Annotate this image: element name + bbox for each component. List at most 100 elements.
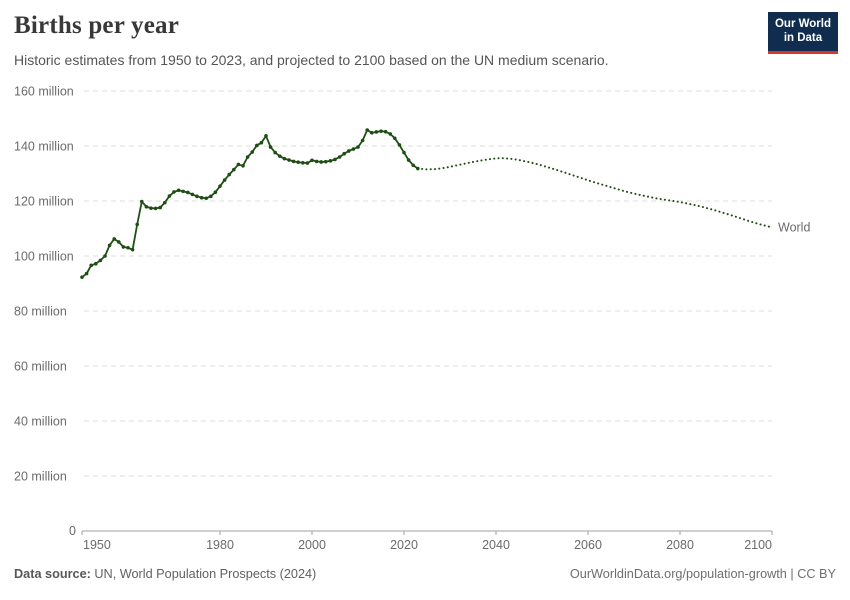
data-point <box>135 222 139 227</box>
data-point <box>305 161 310 165</box>
x-axis: 1950 1980 2000 2020 2040 2060 2080 2100 <box>81 530 773 552</box>
data-point <box>296 160 301 165</box>
data-point <box>103 254 107 258</box>
data-point <box>370 131 374 135</box>
x-tick-label: 2080 <box>666 538 694 552</box>
x-tick-label: 1980 <box>206 538 234 552</box>
data-point <box>278 154 282 158</box>
data-point <box>204 196 208 201</box>
data-point <box>241 164 245 168</box>
data-point <box>112 237 116 241</box>
data-point <box>186 190 190 195</box>
data-point <box>365 128 370 132</box>
data-point <box>342 151 347 156</box>
y-tick-label: 100 million <box>14 250 74 264</box>
data-point <box>140 199 144 204</box>
page-title: Births per year <box>14 12 180 39</box>
data-point <box>213 190 218 194</box>
data-point <box>163 200 167 205</box>
historic-path <box>81 129 419 278</box>
historic-line <box>80 128 420 279</box>
data-point <box>236 162 241 167</box>
footer-link[interactable]: OurWorldinData.org/population-growth | C… <box>569 567 836 581</box>
data-point <box>149 206 153 210</box>
data-point <box>190 192 195 197</box>
data-point <box>301 160 305 165</box>
data-point <box>218 184 222 188</box>
data-point <box>227 172 231 177</box>
data-point <box>89 263 93 268</box>
projection-path <box>416 157 773 229</box>
y-tick-label: 80 million <box>14 305 67 319</box>
data-point <box>181 189 185 194</box>
data-point <box>121 245 126 249</box>
series-label-world: World <box>778 220 810 234</box>
owid-logo-line2: in Data <box>783 32 823 45</box>
data-point <box>360 138 365 143</box>
data-point <box>232 167 236 172</box>
y-tick-label: 160 million <box>14 85 74 99</box>
data-point <box>130 247 135 252</box>
data-source-text: UN, World Population Prospects (2024) <box>90 567 317 581</box>
x-tick-label: 2060 <box>574 538 602 552</box>
data-point <box>254 143 259 148</box>
data-point <box>107 243 112 248</box>
data-point <box>351 147 356 151</box>
y-tick-label: 120 million <box>14 195 74 209</box>
data-point <box>199 195 204 200</box>
data-point <box>314 159 319 164</box>
data-point <box>324 159 328 164</box>
data-source-label: Data source: <box>14 567 91 581</box>
data-point <box>388 132 393 136</box>
data-source: Data source: UN, World Population Prospe… <box>14 567 316 581</box>
data-point <box>264 134 268 138</box>
data-point <box>167 194 172 198</box>
gridlines: 0 20 million 40 million 60 million 80 millio… <box>14 85 772 538</box>
data-point <box>268 145 273 149</box>
data-point <box>80 275 84 279</box>
data-point <box>416 166 420 171</box>
y-tick-label: 0 <box>69 524 76 538</box>
data-point <box>84 271 89 276</box>
data-point <box>397 143 402 147</box>
data-point <box>383 129 388 134</box>
data-point <box>406 158 411 162</box>
data-point <box>144 204 149 209</box>
data-point <box>356 145 360 149</box>
owid-logo-line1: Our World <box>774 18 831 30</box>
data-point <box>379 129 383 133</box>
chart-footer: Data source: UN, World Population Prospe… <box>14 567 836 581</box>
data-point <box>126 245 130 250</box>
data-point <box>337 155 342 159</box>
chart-subtitle: Historic estimates from 1950 to 2023, an… <box>14 52 609 68</box>
data-point <box>374 130 379 134</box>
data-point <box>347 149 351 153</box>
x-tick-label: 2100 <box>744 538 772 552</box>
data-point <box>310 158 314 163</box>
owid-logo[interactable]: Our World in Data <box>767 12 838 54</box>
x-tick-label: 2040 <box>482 538 510 552</box>
x-tick-label: 1950 <box>83 538 111 552</box>
projection-line <box>416 157 773 229</box>
y-tick-label: 140 million <box>14 140 74 154</box>
x-tick-label: 2000 <box>298 538 326 552</box>
data-point <box>333 157 337 162</box>
data-point <box>319 160 324 164</box>
y-tick-label: 20 million <box>14 470 67 484</box>
data-point <box>328 159 333 163</box>
data-point <box>98 258 103 263</box>
data-point <box>402 150 406 155</box>
data-point <box>259 140 264 145</box>
data-point <box>282 156 287 161</box>
data-point <box>291 159 296 164</box>
data-point <box>153 206 158 211</box>
data-point <box>172 190 176 194</box>
data-point <box>176 188 181 193</box>
data-point <box>209 194 213 199</box>
data-point <box>94 261 98 266</box>
data-point <box>287 158 291 162</box>
y-tick-label: 60 million <box>14 360 67 374</box>
data-point <box>195 194 199 199</box>
data-point <box>393 136 397 141</box>
